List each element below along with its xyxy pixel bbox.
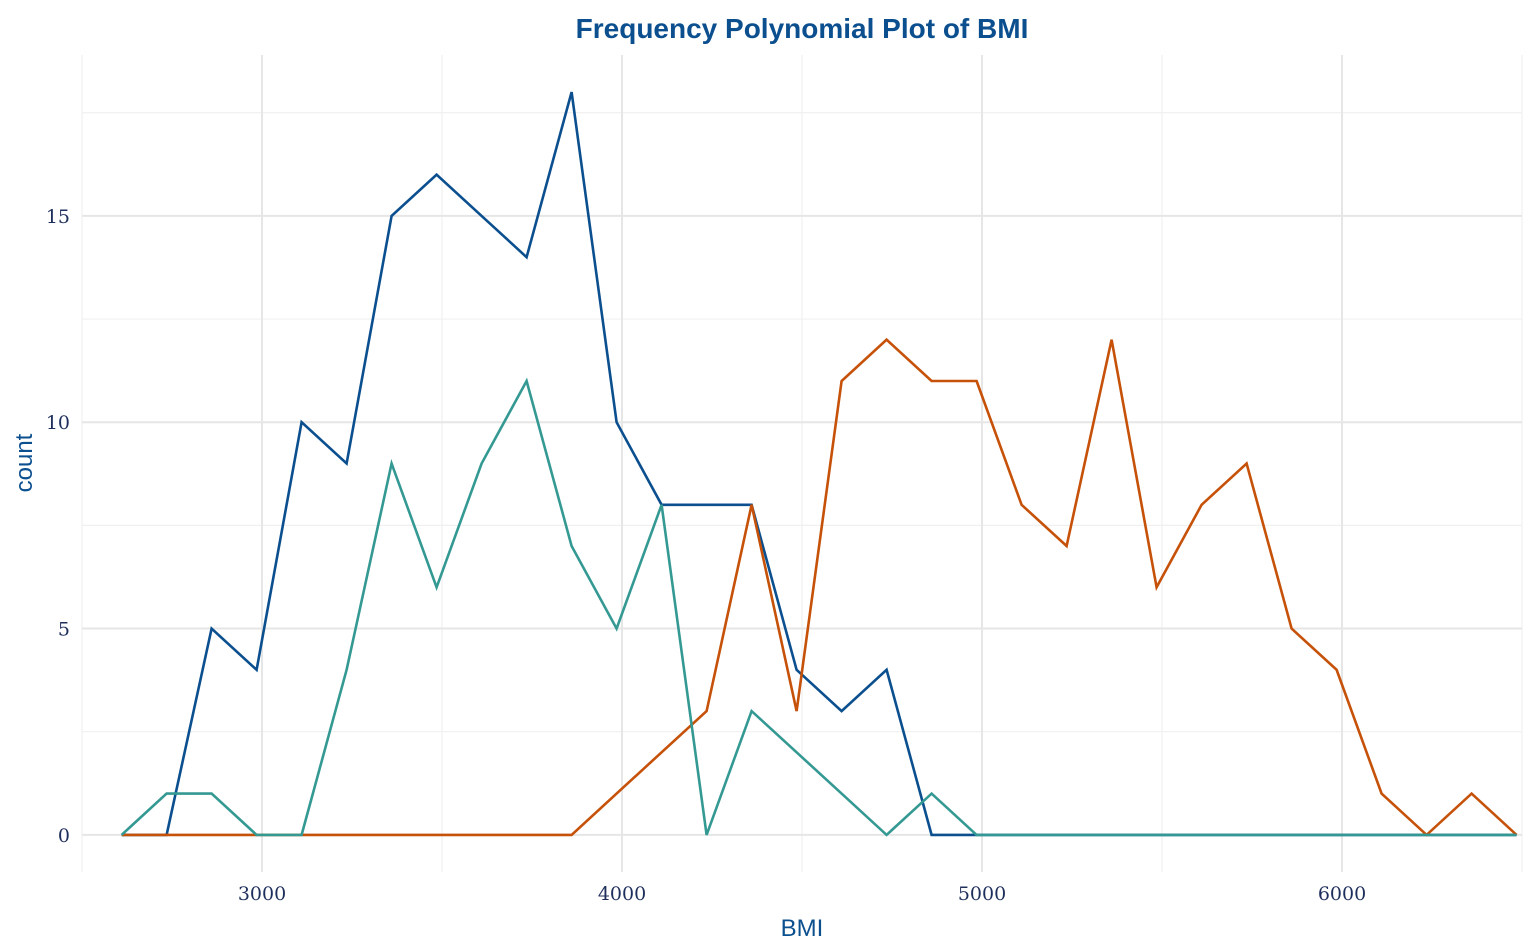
series-teal-line <box>120 377 1517 837</box>
x-tick-label: 5000 <box>958 883 1006 905</box>
y-tick-label: 5 <box>58 619 70 641</box>
y-axis-title: count <box>11 433 38 492</box>
x-axis-tick-labels: 3000 4000 5000 6000 <box>238 883 1366 905</box>
chart-title: Frequency Polynomial Plot of BMI <box>576 13 1029 44</box>
y-tick-label: 10 <box>46 412 70 434</box>
y-tick-label: 15 <box>46 206 70 228</box>
series-layer <box>120 91 1518 837</box>
minor-gridlines <box>81 55 1523 872</box>
series-orange-line <box>121 337 1518 837</box>
y-tick-label: 0 <box>58 825 70 847</box>
x-axis-title: BMI <box>781 915 824 942</box>
x-tick-label: 4000 <box>598 883 646 905</box>
x-tick-label: 6000 <box>1318 883 1366 905</box>
x-tick-label: 3000 <box>238 883 286 905</box>
y-axis-tick-labels: 0 5 10 15 <box>46 206 70 847</box>
